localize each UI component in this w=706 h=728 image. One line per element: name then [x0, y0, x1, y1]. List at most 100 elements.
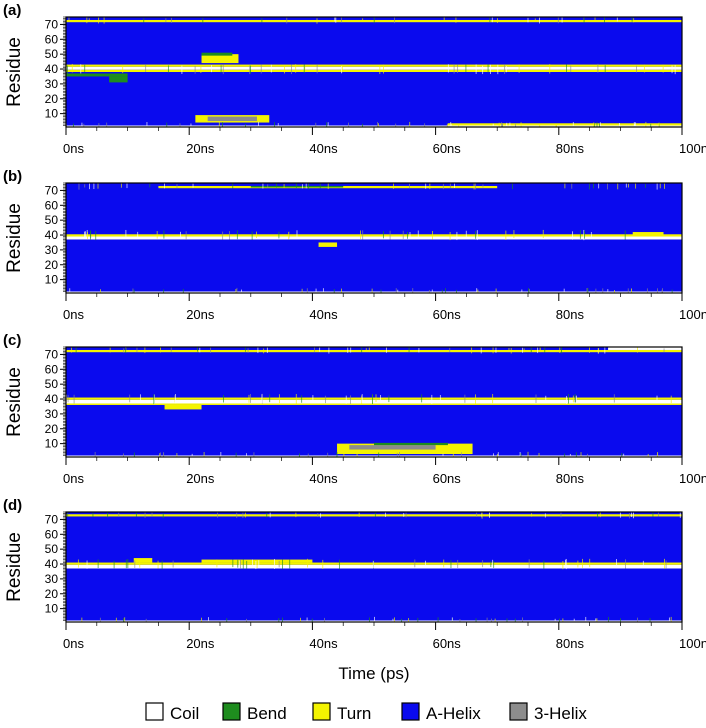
texture-stripe: [249, 393, 251, 403]
x-tick-label: 100ns: [679, 141, 706, 156]
region-bend-3: [250, 185, 344, 188]
texture-stripe: [360, 230, 361, 240]
texture-stripe: [80, 64, 82, 74]
texture-stripe: [385, 347, 387, 353]
texture-stripe: [389, 230, 391, 240]
texture-stripe: [163, 289, 165, 293]
texture-stripe: [439, 395, 441, 403]
texture-stripe: [67, 394, 69, 403]
texture-stripe: [473, 183, 475, 190]
texture-stripe: [486, 617, 488, 622]
texture-stripe: [396, 452, 398, 457]
texture-stripe: [295, 183, 297, 188]
texture-stripe: [679, 512, 681, 518]
texture-stripe: [315, 122, 317, 127]
region-turn-2: [66, 397, 682, 400]
texture-stripe: [84, 64, 86, 73]
texture-stripe: [170, 347, 172, 352]
texture-stripe: [492, 393, 494, 404]
texture-stripe: [246, 453, 247, 457]
texture-stripe: [316, 18, 318, 24]
texture-stripe: [501, 122, 502, 127]
texture-stripe: [645, 183, 647, 188]
texture-stripe: [395, 123, 397, 127]
texture-stripe: [190, 123, 192, 127]
texture-stripe: [384, 512, 386, 517]
y-tick-label: 10: [45, 437, 59, 451]
texture-stripe: [73, 123, 74, 127]
texture-stripe: [319, 347, 321, 352]
texture-stripe: [595, 288, 597, 293]
texture-stripe: [607, 289, 609, 293]
texture-stripe: [627, 288, 629, 293]
texture-stripe: [93, 183, 95, 190]
x-tick-label: 60ns: [433, 307, 462, 322]
texture-stripe: [245, 123, 246, 127]
texture-stripe: [624, 230, 626, 240]
texture-stripe: [431, 394, 433, 404]
y-tick-label: 40: [45, 392, 59, 406]
texture-stripe: [580, 452, 582, 457]
texture-stripe: [167, 65, 169, 73]
texture-stripe: [176, 184, 178, 189]
texture-stripe: [232, 559, 234, 568]
texture-stripe: [123, 453, 124, 457]
texture-stripe: [379, 65, 381, 75]
texture-stripe: [395, 288, 397, 293]
texture-stripe: [202, 18, 204, 24]
texture-stripe: [597, 512, 598, 519]
panel-data: [66, 512, 682, 622]
texture-stripe: [557, 17, 559, 24]
texture-stripe: [223, 394, 224, 403]
panel-data: [66, 347, 682, 457]
texture-stripe: [372, 560, 374, 569]
texture-stripe: [255, 561, 257, 570]
texture-stripe: [518, 64, 520, 73]
texture-stripe: [490, 64, 491, 75]
texture-stripe: [199, 347, 201, 353]
texture-stripe: [447, 64, 449, 73]
texture-stripe: [502, 124, 503, 127]
texture-stripe: [291, 64, 292, 75]
texture-stripe: [246, 618, 247, 622]
texture-stripe: [588, 183, 590, 190]
texture-stripe: [270, 64, 272, 73]
texture-stripe: [326, 122, 328, 127]
texture-stripe: [317, 513, 319, 518]
texture-stripe: [151, 512, 153, 517]
y-tick-label: 30: [45, 77, 59, 91]
texture-stripe: [630, 288, 632, 293]
legend-swatch: [401, 702, 420, 721]
texture-stripe: [515, 123, 517, 127]
texture-stripe: [249, 65, 251, 75]
y-tick-label: 50: [45, 47, 59, 61]
texture-stripe: [437, 617, 439, 622]
texture-stripe: [508, 348, 510, 352]
x-tick-label: 40ns: [309, 307, 338, 322]
texture-stripe: [216, 559, 218, 568]
texture-stripe: [505, 65, 507, 73]
texture-stripe: [399, 452, 400, 457]
texture-stripe: [165, 18, 167, 23]
texture-stripe: [450, 559, 452, 568]
texture-stripe: [305, 183, 307, 189]
texture-stripe: [77, 559, 79, 568]
texture-stripe: [490, 560, 492, 568]
texture-stripe: [67, 512, 69, 517]
texture-stripe: [491, 17, 493, 23]
texture-stripe: [377, 121, 378, 127]
legend-label: Turn: [337, 704, 371, 723]
texture-stripe: [247, 348, 249, 353]
texture-stripe: [599, 122, 601, 127]
texture-stripe: [568, 394, 569, 404]
x-tick-label: 20ns: [186, 307, 215, 322]
texture-stripe: [527, 17, 529, 23]
texture-stripe: [575, 452, 577, 457]
texture-stripe: [311, 618, 313, 622]
texture-stripe: [139, 394, 141, 403]
texture-stripe: [203, 451, 205, 457]
texture-stripe: [443, 559, 445, 568]
x-tick-label: 0ns: [63, 307, 84, 322]
texture-stripe: [106, 122, 108, 127]
x-tick-label: 20ns: [186, 636, 215, 651]
